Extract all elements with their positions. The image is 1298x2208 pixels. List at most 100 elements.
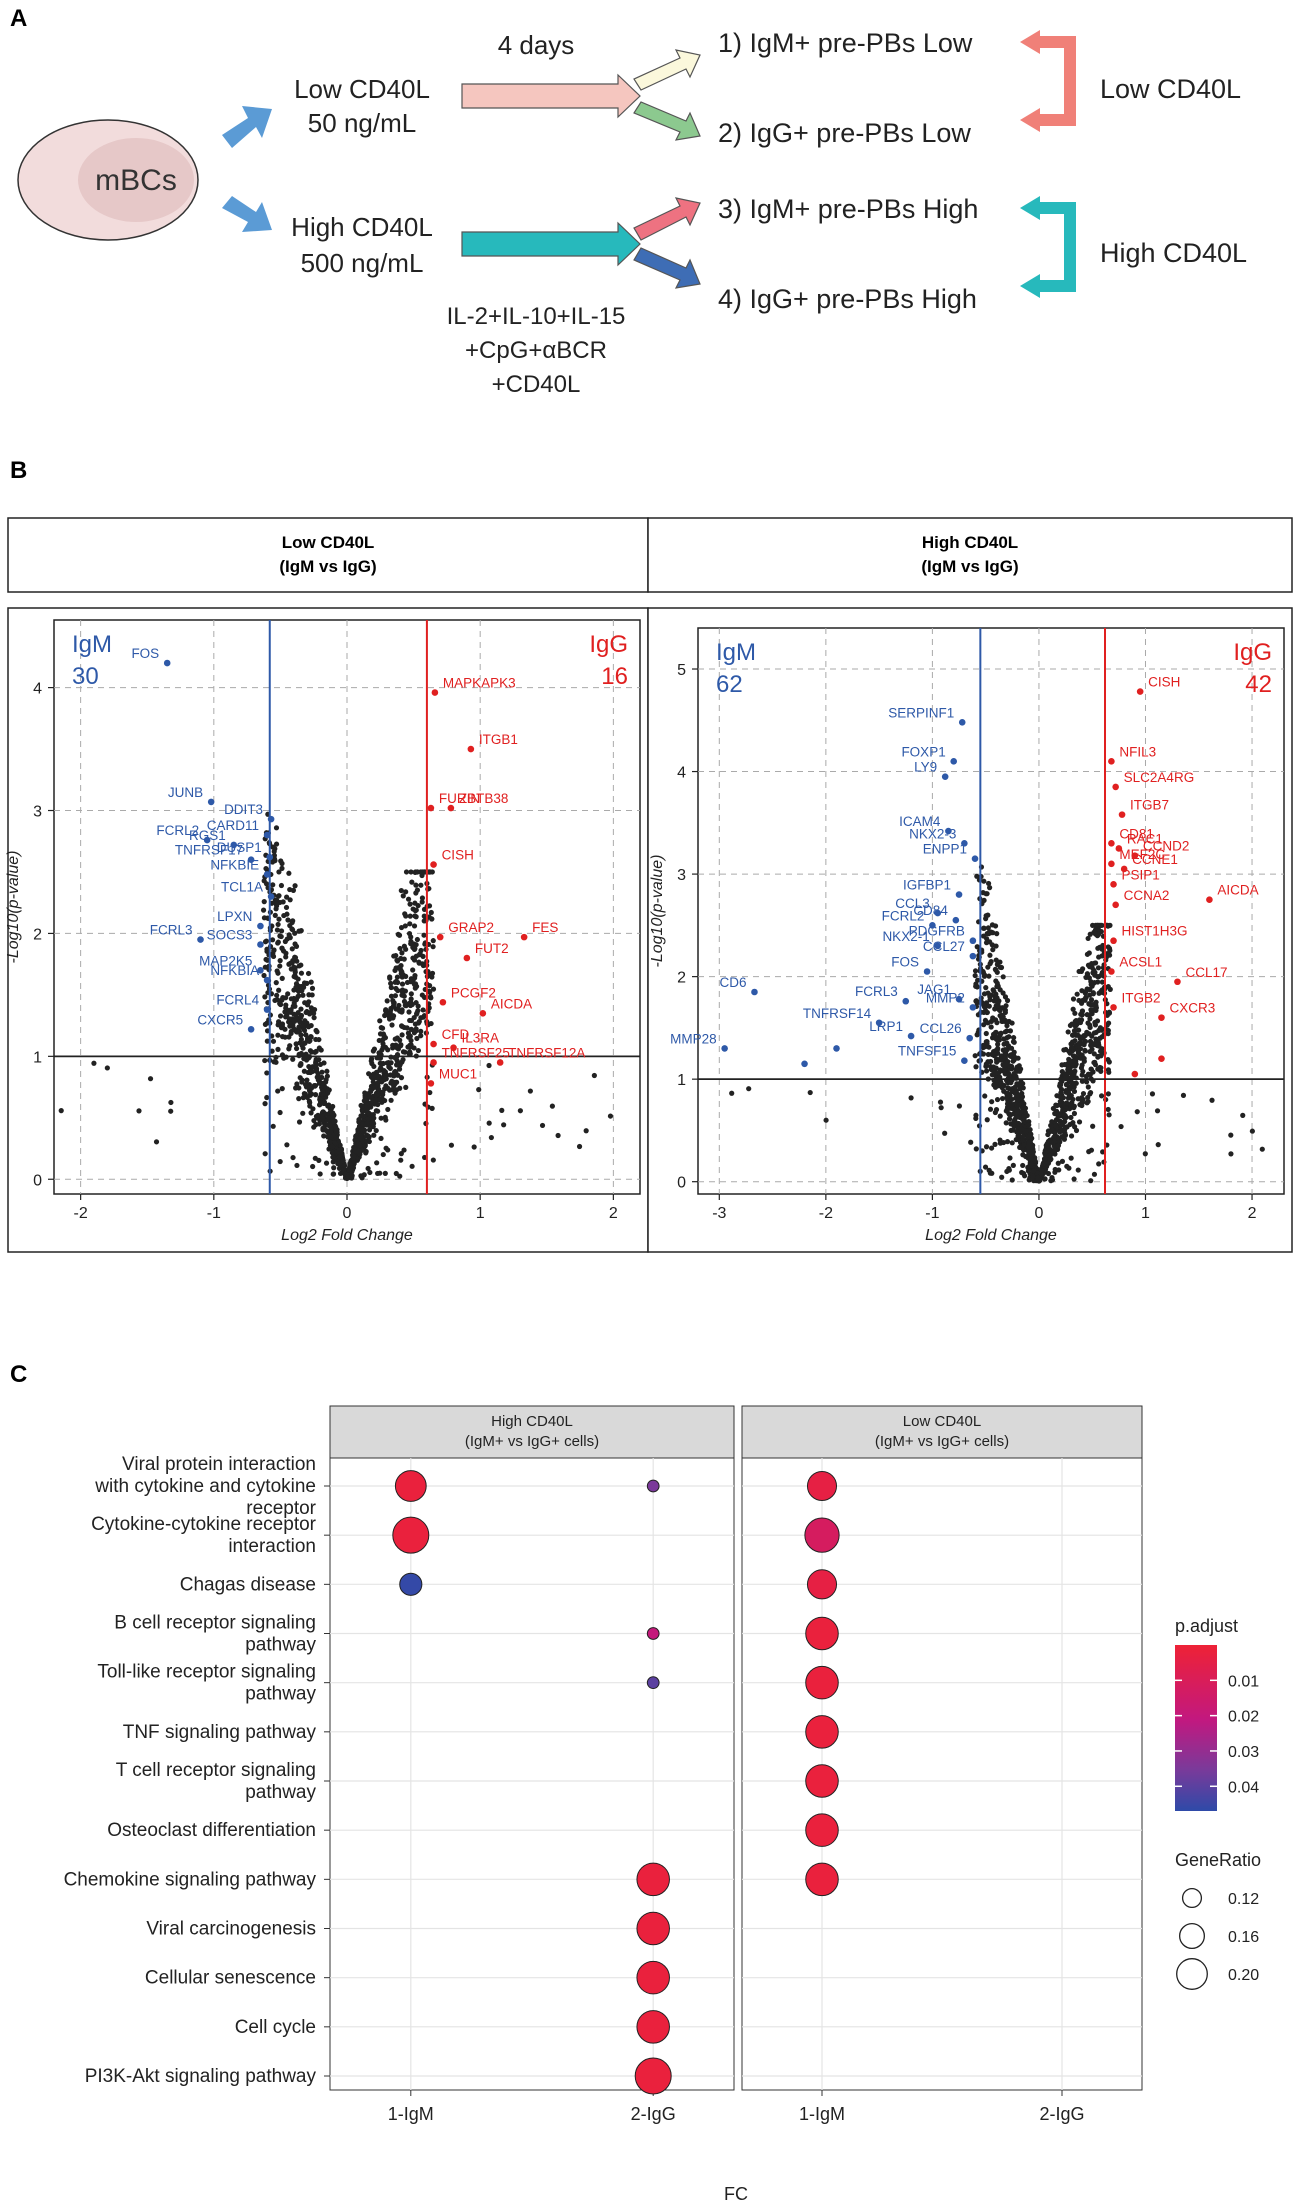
ns-point (286, 1016, 292, 1022)
ns-point (168, 1108, 174, 1114)
ns-point (418, 1028, 424, 1034)
facet-panel-low (741, 1457, 1143, 2091)
ns-point (1048, 1123, 1055, 1129)
ns-point (411, 923, 418, 929)
ns-point (372, 1084, 378, 1090)
padj-tick-label: 0.02 (1228, 1709, 1259, 1726)
ns-point (908, 1095, 914, 1101)
ns-point (986, 973, 992, 979)
ns-point (1249, 1128, 1255, 1134)
gene-label: TNFSF15 (898, 1044, 957, 1059)
ns-point (1065, 1029, 1071, 1035)
ns-point (1055, 1160, 1061, 1166)
ns-point (289, 946, 295, 952)
ns-point (430, 986, 437, 992)
ns-point (414, 936, 420, 943)
igm-point (966, 1034, 973, 1042)
ns-point (276, 893, 282, 899)
ns-point (1003, 1120, 1009, 1126)
ns-point (1015, 1120, 1022, 1127)
ns-point (269, 859, 276, 865)
y-axis-title: -Log10(p-value) (5, 851, 22, 964)
ns-point (283, 1005, 289, 1011)
volcano-high-cd40l: -3 -2 -1 0 1 2012345SERPINF1FOXP1LY9ICAM4NKX2… (649, 627, 1285, 1244)
ns-point (413, 953, 419, 959)
ns-point (294, 958, 300, 964)
ns-point (397, 945, 403, 952)
ns-point (1095, 979, 1101, 985)
gene-label: FCRL3 (150, 923, 193, 938)
igm-point (263, 976, 271, 984)
ns-point (274, 968, 280, 974)
ns-point (388, 1097, 394, 1103)
ns-point (1000, 990, 1006, 996)
ns-point (400, 1057, 406, 1063)
gene-label: MEF2C (1119, 847, 1165, 862)
outcome-3: 3) IgM+ pre-PBs High (718, 194, 978, 224)
ns-point (398, 887, 404, 894)
ns-point (414, 887, 421, 893)
pathway-label: interaction (228, 1536, 316, 1557)
ns-point (1022, 1128, 1028, 1134)
ns-point (1085, 1098, 1091, 1105)
ns-point (360, 1113, 366, 1119)
ns-point (1025, 1148, 1032, 1154)
ns-point (1084, 1029, 1090, 1035)
igg-point (520, 933, 528, 941)
ns-point (398, 924, 405, 931)
pathway-label: Viral protein interaction (122, 1454, 316, 1475)
ns-point (1098, 1093, 1105, 1099)
gene-label: CCND2 (1143, 839, 1190, 854)
gene-label: CCNE1 (1132, 852, 1178, 867)
ns-point (421, 994, 428, 1000)
ns-point (388, 1072, 394, 1078)
ns-point (395, 1072, 401, 1078)
ns-point (1011, 1035, 1017, 1041)
ns-point (1082, 1048, 1088, 1054)
ns-point (413, 1028, 419, 1034)
ns-point (296, 1024, 302, 1030)
ns-point (409, 1163, 415, 1169)
ns-point (1021, 1104, 1027, 1110)
ns-point (270, 1123, 276, 1129)
igg-point (1118, 811, 1126, 818)
enrichment-dot (392, 1516, 430, 1554)
arrow-outcome-3 (633, 197, 701, 241)
ns-point (264, 1070, 270, 1076)
ns-point (1057, 1082, 1064, 1088)
igm-point (958, 719, 966, 726)
ns-point (1032, 1158, 1038, 1164)
x-tick-label: 2 (609, 1205, 618, 1222)
ns-point (400, 893, 406, 899)
ns-point (1088, 1147, 1095, 1153)
ns-point (306, 1098, 312, 1104)
ns-point (823, 1117, 829, 1123)
ns-point (1071, 1071, 1077, 1077)
ns-point (956, 1103, 963, 1109)
ns-point (396, 932, 403, 938)
panel-a-label: A (10, 5, 27, 32)
ns-point (1105, 1067, 1112, 1073)
ns-point (942, 1130, 948, 1136)
ns-point (486, 1120, 492, 1126)
ns-point (1084, 971, 1091, 977)
ns-point (1093, 999, 1099, 1005)
ns-point (375, 1101, 381, 1108)
ns-point (983, 985, 989, 991)
pathway-label: pathway (245, 1635, 316, 1656)
ns-point (1030, 1174, 1036, 1180)
ns-point (269, 937, 276, 943)
ns-point (1002, 1009, 1008, 1016)
ns-point (378, 1115, 384, 1121)
ns-point (412, 913, 418, 919)
ns-point (993, 1036, 999, 1042)
ns-point (994, 931, 1000, 937)
ns-point (1009, 1140, 1015, 1146)
ns-point (263, 865, 269, 872)
ns-point (308, 1005, 314, 1011)
ns-point (1075, 1050, 1081, 1056)
pathway-label: B cell receptor signaling (114, 1613, 316, 1634)
ns-point (982, 1043, 989, 1050)
ns-point (345, 1173, 351, 1180)
ns-point (1085, 1084, 1091, 1090)
